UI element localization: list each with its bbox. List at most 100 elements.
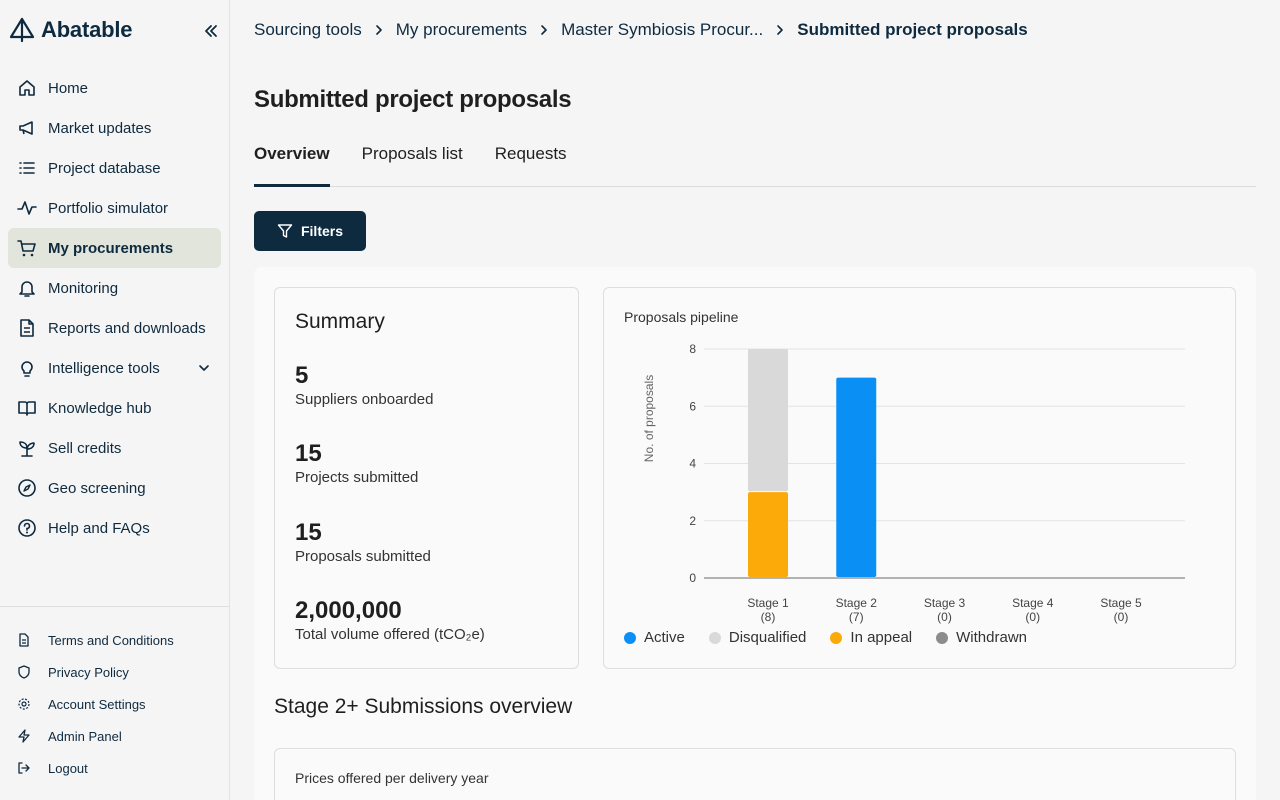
sidebar-item-geo-screening[interactable]: Geo screening <box>8 468 221 508</box>
megaphone-icon <box>16 117 38 139</box>
x-tick-count: (0) <box>1114 610 1129 624</box>
tab-requests[interactable]: Requests <box>494 144 567 163</box>
bell-icon <box>16 277 38 299</box>
proposals-pipeline-chart: 0 2 4 6 8 No. of proposals Stage 1(8) Stage 2(7… <box>642 342 1185 624</box>
document-icon <box>16 632 32 648</box>
footer-item-label: Account Settings <box>48 696 146 712</box>
sidebar-divider <box>0 606 229 607</box>
x-tick-count: (0) <box>937 610 952 624</box>
filters-button[interactable]: Filters <box>254 211 366 251</box>
proposals-pipeline-card: Proposals pipeline 0 2 4 6 8 No. of proposals… <box>603 287 1236 669</box>
sidebar-item-sell-credits[interactable]: Sell credits <box>8 428 221 468</box>
footer-item-privacy[interactable]: Privacy Policy <box>8 656 221 688</box>
sidebar-item-monitoring[interactable]: Monitoring <box>8 268 221 308</box>
tab-overview[interactable]: Overview <box>254 136 330 187</box>
home-icon <box>16 77 38 99</box>
x-tick-count: (7) <box>849 610 864 624</box>
collapse-sidebar-button[interactable] <box>200 20 222 42</box>
metric-value: 5 <box>295 362 309 389</box>
legend-swatch <box>936 631 949 644</box>
y-tick-label: 4 <box>689 457 696 471</box>
compass-icon <box>16 477 38 499</box>
y-axis-label: No. of proposals <box>642 375 656 462</box>
metric-value: 15 <box>295 519 322 546</box>
brand[interactable]: Abatable <box>9 16 133 44</box>
footer-item-terms[interactable]: Terms and Conditions <box>8 624 221 656</box>
gear-icon <box>16 696 32 712</box>
tab-bar: Overview Proposals list Requests <box>254 136 1256 187</box>
breadcrumb: Sourcing tools My procurements Master Sy… <box>254 20 1028 40</box>
footer-item-label: Privacy Policy <box>48 664 129 680</box>
bar-in-appeal <box>748 492 788 577</box>
legend-item-withdrawn[interactable]: Withdrawn <box>936 629 1027 646</box>
sidebar-item-home[interactable]: Home <box>8 68 221 108</box>
breadcrumb-sourcing-tools[interactable]: Sourcing tools <box>254 20 362 39</box>
legend-swatch <box>624 631 636 644</box>
y-tick-label: 6 <box>689 399 696 413</box>
metric-caption: Projects submitted <box>295 469 419 486</box>
metric-value: 2,000,000 <box>295 597 402 624</box>
footer-item-account-settings[interactable]: Account Settings <box>8 688 221 720</box>
breadcrumb-my-procurements[interactable]: My procurements <box>395 20 528 39</box>
shield-icon <box>16 664 32 680</box>
main-content: Sourcing tools My procurements Master Sy… <box>230 0 1280 800</box>
footer-item-label: Terms and Conditions <box>48 632 174 648</box>
sidebar-item-market-updates[interactable]: Market updates <box>8 108 221 148</box>
legend-label: Disqualified <box>728 629 807 646</box>
sidebar-nav: Home Market updates Project database Por… <box>8 68 221 548</box>
bar-disqualified <box>748 349 788 492</box>
sidebar-item-label: Knowledge hub <box>48 399 152 417</box>
y-tick-label: 2 <box>689 514 696 528</box>
sidebar-item-label: Portfolio simulator <box>48 199 169 217</box>
sidebar-item-label: Market updates <box>48 119 152 137</box>
sidebar-item-label: Project database <box>48 159 161 177</box>
stage2-section-title: Stage 2+ Submissions overview <box>274 695 573 718</box>
chart-legend: Active Disqualified In appeal Withdrawn <box>624 629 1027 646</box>
metric-value: 15 <box>295 440 322 467</box>
x-tick-label: Stage 1 <box>747 596 789 610</box>
document-icon <box>16 317 38 339</box>
sidebar-item-label: Reports and downloads <box>48 319 206 337</box>
legend-item-active[interactable]: Active <box>624 629 685 646</box>
legend-item-in-appeal[interactable]: In appeal <box>830 629 912 646</box>
sidebar-item-my-procurements[interactable]: My procurements <box>8 228 221 268</box>
sidebar-item-portfolio-simulator[interactable]: Portfolio simulator <box>8 188 221 228</box>
y-tick-label: 0 <box>689 571 696 585</box>
breadcrumb-current: Submitted project proposals <box>797 20 1028 39</box>
sidebar-item-project-database[interactable]: Project database <box>8 148 221 188</box>
sidebar-item-knowledge-hub[interactable]: Knowledge hub <box>8 388 221 428</box>
sidebar-item-label: Monitoring <box>48 279 119 297</box>
footer-item-logout[interactable]: Logout <box>8 752 221 784</box>
metric-caption: Total volume offered (tCO₂e) <box>295 626 485 643</box>
book-icon <box>16 397 38 419</box>
list-icon <box>16 157 38 179</box>
logout-icon <box>16 760 32 776</box>
cart-icon <box>16 237 38 259</box>
activity-icon <box>16 197 38 219</box>
sidebar-item-label: Intelligence tools <box>48 359 160 377</box>
footer-item-admin-panel[interactable]: Admin Panel <box>8 720 221 752</box>
sidebar-item-reports-and-downloads[interactable]: Reports and downloads <box>8 308 221 348</box>
x-tick-label: Stage 5 <box>1100 596 1142 610</box>
abatable-logo-icon <box>9 17 35 43</box>
lightbulb-icon <box>16 357 38 379</box>
filters-button-label: Filters <box>300 223 343 239</box>
breadcrumb-procurement[interactable]: Master Symbiosis Procur... <box>561 20 764 39</box>
help-circle-icon <box>16 517 38 539</box>
metric-suppliers-onboarded: 5 Suppliers onboarded <box>295 362 433 408</box>
page-title: Submitted project proposals <box>254 86 572 113</box>
sidebar-footer-nav: Terms and Conditions Privacy Policy Acco… <box>8 624 221 784</box>
chevron-right-icon <box>775 24 785 36</box>
chevron-right-icon <box>539 24 549 36</box>
legend-label: Active <box>644 629 685 646</box>
legend-item-disqualified[interactable]: Disqualified <box>708 629 807 646</box>
sidebar-item-intelligence-tools[interactable]: Intelligence tools <box>8 348 221 388</box>
legend-label: In appeal <box>850 629 913 646</box>
sidebar-item-label: Geo screening <box>48 479 146 497</box>
x-tick-label: Stage 4 <box>1012 596 1054 610</box>
metric-caption: Proposals submitted <box>295 548 431 565</box>
tab-proposals-list[interactable]: Proposals list <box>361 144 463 163</box>
metric-total-volume-offered: 2,000,000 Total volume offered (tCO₂e) <box>295 597 485 643</box>
metric-projects-submitted: 15 Projects submitted <box>295 440 418 486</box>
sidebar-item-help-and-faqs[interactable]: Help and FAQs <box>8 508 221 548</box>
